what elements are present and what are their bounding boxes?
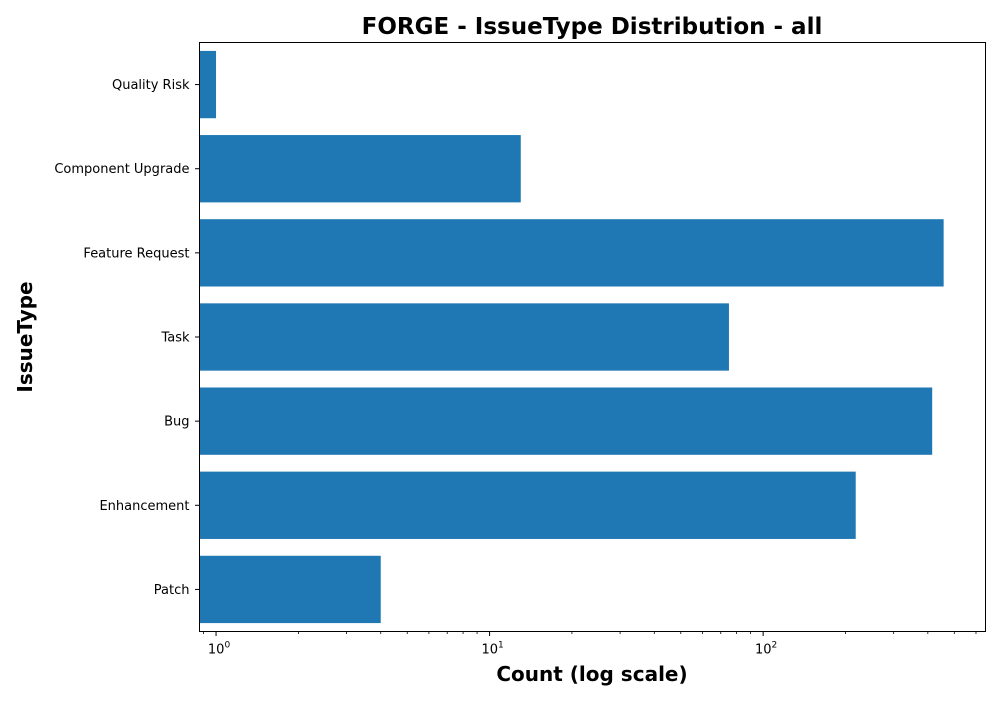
y-tick-label: Component Upgrade [54,162,189,177]
y-axis-label: IssueType [13,281,37,392]
y-axis-ticks: Quality Risk Component Upgrade Feature Req… [54,78,200,598]
y-tick-label: Patch [154,583,190,598]
chart-title: FORGE - IssueType Distribution - all [362,14,823,40]
bar-task [199,303,729,371]
x-axis-label: Count (log scale) [496,662,687,686]
bar-bug [199,387,933,455]
y-tick-label: Feature Request [83,246,189,261]
plot-frame [199,42,986,632]
x-axis-ticks: 100 101 102 [203,631,977,658]
bar-quality-risk [199,50,217,119]
bar-enhancement [199,471,856,539]
bar-component-upgrade [199,135,521,203]
x-tick-label: 102 [755,641,777,658]
y-tick-label: Bug [164,415,189,430]
y-tick-label: Quality Risk [112,78,190,93]
x-tick-label: 100 [208,641,231,658]
x-tick-label: 101 [481,641,503,658]
bar-feature-request [199,219,944,287]
bar-patch [199,555,381,624]
y-tick-label: Task [160,331,190,346]
bars-layer [199,50,944,624]
y-tick-label: Enhancement [99,499,189,514]
